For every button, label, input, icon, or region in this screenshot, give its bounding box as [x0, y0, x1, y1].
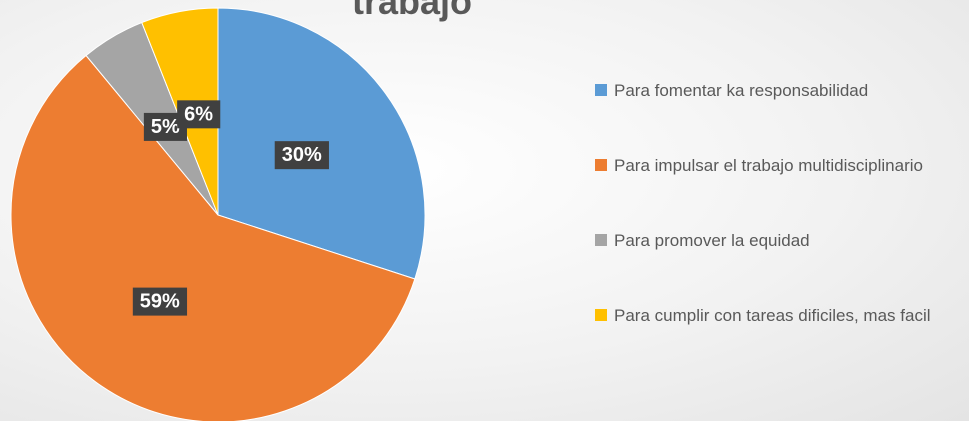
data-label-text: 30%	[282, 144, 322, 166]
legend-item: Para impulsar el trabajo multidisciplina…	[595, 153, 965, 228]
legend-label: Para promover la equidad	[614, 231, 810, 250]
legend-label: Para fomentar ka responsabilidad	[614, 81, 869, 100]
legend-item: Para fomentar ka responsabilidad	[595, 78, 965, 153]
data-label: 59%	[132, 287, 188, 316]
legend-label: Para impulsar el trabajo multidisciplina…	[614, 156, 923, 175]
data-label: 6%	[177, 100, 221, 129]
data-label-box	[132, 287, 188, 316]
data-label-text: 5%	[151, 116, 180, 138]
legend-item: Para cumplir con tareas dificiles, mas f…	[595, 303, 965, 378]
legend-swatch	[595, 84, 607, 96]
data-label-box	[274, 141, 329, 170]
pie-slice	[10, 54, 416, 421]
legend-swatch	[595, 309, 607, 321]
data-label: 5%	[143, 112, 187, 141]
legend-item: Para promover la equidad	[595, 228, 965, 303]
legend-swatch	[595, 159, 607, 171]
data-label-text: 6%	[184, 103, 213, 125]
chart-title: trabajo	[352, 0, 472, 22]
data-label-box	[177, 100, 221, 129]
legend: Para fomentar ka responsabilidad Para imp…	[595, 78, 965, 378]
legend-label: Para cumplir con tareas dificiles, mas f…	[614, 306, 931, 325]
legend-swatch	[595, 234, 607, 246]
data-label: 30%	[274, 141, 329, 170]
data-label-text: 59%	[140, 291, 180, 313]
